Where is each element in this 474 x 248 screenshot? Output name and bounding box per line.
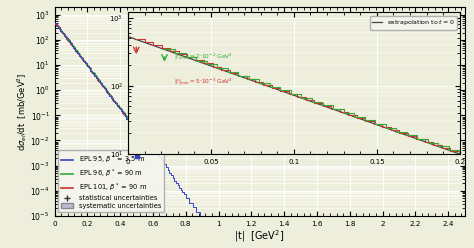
extrapolation to $t = 0$ — [456, 152, 462, 155]
Text: $|t|_{\mathrm{min}} = 5{\cdot}10^{-3}$ GeV$^2$: $|t|_{\mathrm{min}} = 5{\cdot}10^{-3}$ G… — [174, 77, 234, 87]
Text: $|t|_{\mathrm{min}} = 2{\cdot}10^{-2}$ GeV$^2$: $|t|_{\mathrm{min}} = 2{\cdot}10^{-2}$ G… — [174, 52, 234, 62]
extrapolation to $t = 0$ — [190, 58, 196, 61]
Legend: extrapolation to $t = 0$: extrapolation to $t = 0$ — [370, 16, 456, 30]
extrapolation to $t = 0$ — [125, 35, 131, 38]
Legend: EPL 95, $\beta^*$ = 3.5 m, EPL 96, $\beta^*$ = 90 m, EPL 101, $\beta^*$ = 90 m, : EPL 95, $\beta^*$ = 3.5 m, EPL 96, $\bet… — [58, 150, 164, 213]
X-axis label: |t|  [GeV$^2$]: |t| [GeV$^2$] — [234, 228, 285, 244]
extrapolation to $t = 0$ — [146, 42, 152, 45]
extrapolation to $t = 0$ — [139, 40, 145, 43]
Y-axis label: d$\sigma_{el}$/dt  [mb/GeV$^2$]: d$\sigma_{el}$/dt [mb/GeV$^2$] — [15, 72, 29, 151]
extrapolation to $t = 0$ — [444, 148, 449, 151]
Line: extrapolation to $t = 0$: extrapolation to $t = 0$ — [128, 36, 474, 160]
extrapolation to $t = 0$ — [218, 68, 224, 71]
